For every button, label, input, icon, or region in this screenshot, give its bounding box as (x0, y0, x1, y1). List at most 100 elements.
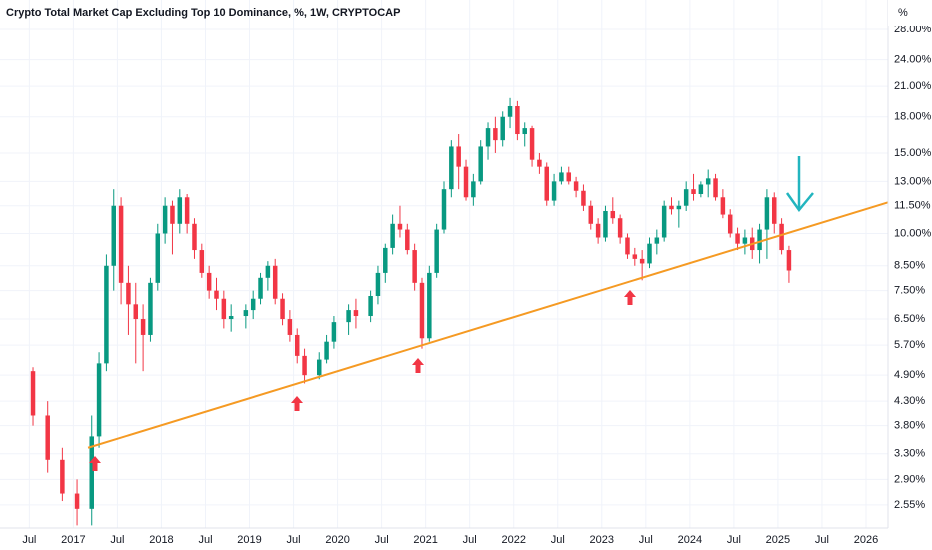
candle-body (515, 106, 520, 135)
candle-body (522, 128, 527, 135)
candle-body (544, 166, 549, 201)
candle-body (632, 254, 638, 259)
candle-body (661, 205, 667, 238)
price-axis-bg (888, 0, 932, 550)
candle-body (779, 223, 784, 251)
candle-body (595, 223, 601, 238)
candle-body (397, 223, 403, 230)
candle-body (316, 359, 322, 376)
candle-body (742, 237, 748, 244)
candle-body (735, 233, 740, 244)
candle-body (434, 229, 439, 273)
y-tick-label: 3.30% (894, 448, 925, 460)
candle-body (45, 415, 50, 460)
candle-body (383, 247, 388, 273)
candle-body (581, 190, 586, 206)
candle-body (573, 181, 579, 191)
candle-body (669, 205, 674, 210)
x-tick-label: Jul (198, 534, 212, 546)
candle-body (258, 277, 263, 299)
candle-body (170, 205, 175, 224)
candle-body (764, 197, 770, 230)
candle-body (126, 282, 131, 305)
candle-body (104, 265, 109, 364)
x-tick-label: Jul (463, 534, 477, 546)
y-tick-label: 4.30% (894, 395, 925, 407)
candle-body (133, 304, 139, 320)
candle-body (727, 214, 733, 234)
candle-body (441, 189, 447, 230)
candle-body (405, 229, 410, 251)
y-tick-label: 24.00% (894, 54, 932, 66)
candle-body (375, 272, 381, 296)
candle-body (449, 146, 454, 190)
candle-body (250, 298, 256, 311)
candle-body (111, 205, 117, 266)
candle-body (221, 298, 227, 320)
y-tick-label: 21.00% (894, 80, 932, 92)
candle-body (89, 436, 94, 509)
x-tick-label: 2018 (149, 534, 173, 546)
candle-body (140, 319, 146, 335)
unit-bg (888, 0, 932, 26)
trend-line (87, 201, 889, 449)
candle-body (265, 265, 271, 278)
candle-body (610, 210, 616, 219)
candle-body (691, 189, 696, 194)
candle-body (324, 341, 329, 360)
up-arrows (89, 290, 636, 471)
candle-body (705, 178, 711, 185)
candle-body (427, 272, 432, 339)
x-tick-label: Jul (551, 534, 565, 546)
candle-body (199, 250, 205, 273)
axes: 2.55% 2.90% 3.30% 3.80% 4.30% 4.90% 5.70% 6.50%… (22, 23, 931, 546)
up-arrow (291, 396, 303, 411)
x-tick-label: 2022 (501, 534, 525, 546)
candle-body (243, 310, 249, 317)
y-tick-label: 8.50% (894, 260, 925, 272)
candle-body (507, 106, 513, 117)
candle-body (272, 265, 278, 299)
y-tick-label: 15.00% (894, 147, 932, 159)
candle-body (683, 189, 689, 206)
candle-body (500, 116, 505, 141)
candle-body (368, 295, 373, 317)
x-tick-label: Jul (639, 534, 653, 546)
candle-body (529, 128, 535, 160)
x-tick-label: 2025 (766, 534, 790, 546)
y-tick-label: 18.00% (894, 111, 932, 123)
candle-body (353, 310, 359, 317)
candle-body (588, 205, 594, 224)
candle-body (478, 146, 483, 182)
candle-body (463, 166, 469, 198)
candle-body (302, 355, 307, 376)
x-tick-label: Jul (110, 534, 124, 546)
x-tick-label: Jul (375, 534, 389, 546)
candle-body (177, 197, 183, 224)
candle-body (346, 310, 351, 323)
overlay (87, 201, 889, 449)
candle-body (214, 290, 219, 299)
candle-body (771, 197, 777, 224)
candle-body (559, 172, 564, 182)
candle-body (96, 363, 102, 437)
candle-body (148, 282, 153, 335)
y-tick-label: 2.90% (894, 473, 925, 485)
candle-body (118, 205, 124, 283)
candle-body (162, 205, 168, 234)
x-tick-label: 2026 (854, 534, 878, 546)
x-tick-label: 2023 (590, 534, 614, 546)
candle-body (228, 316, 234, 320)
y-tick-label: 13.00% (894, 175, 932, 187)
x-tick-label: 2017 (61, 534, 85, 546)
candle-body (192, 223, 197, 251)
candle-body (331, 322, 337, 342)
y-tick-label: 2.55% (894, 499, 925, 511)
x-tick-label: Jul (287, 534, 301, 546)
candle-body (60, 459, 65, 494)
down-arrow (785, 156, 814, 213)
candle-body (412, 250, 417, 283)
candle-body (566, 172, 572, 182)
candle-body (390, 223, 395, 248)
